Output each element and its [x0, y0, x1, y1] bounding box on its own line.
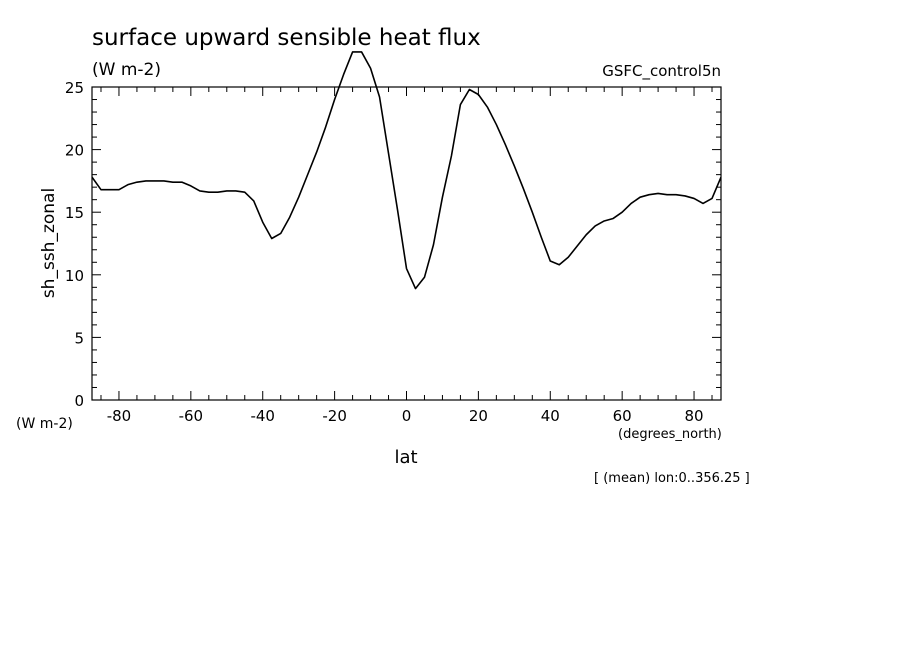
y-tick-label: 5 — [74, 329, 84, 347]
y-axis-units: (W m-2) — [16, 416, 73, 432]
x-tick-label: 60 — [613, 407, 632, 425]
y-axis-label: sh_ssh_zonal — [39, 188, 59, 298]
x-tick-label: -20 — [322, 407, 347, 425]
y-tick-label: 15 — [65, 204, 84, 222]
y-tick-label: 25 — [65, 79, 84, 97]
x-axis-units: (degrees_north) — [618, 427, 722, 442]
x-tick-label: -60 — [179, 407, 204, 425]
x-tick-label: -80 — [107, 407, 132, 425]
x-tick-label: -40 — [250, 407, 275, 425]
y-tick-label: 0 — [74, 392, 84, 410]
run-label: GSFC_control5n — [602, 62, 721, 81]
x-tick-label: 20 — [469, 407, 488, 425]
y-tick-label: 20 — [65, 142, 84, 160]
x-axis-ticks: -80 -60 -40 -20 0 20 40 60 80 — [100, 87, 713, 425]
y-axis-ticks: 0 5 10 15 20 25 — [65, 79, 721, 410]
x-axis-label: lat — [394, 447, 417, 468]
y-tick-label: 10 — [65, 267, 84, 285]
x-tick-label: 80 — [684, 407, 703, 425]
x-tick-label: 40 — [541, 407, 560, 425]
series-line — [92, 51, 721, 290]
footnote: [ (mean) lon:0..356.25 ] — [594, 471, 750, 486]
x-tick-label: 0 — [402, 407, 412, 425]
chart-subtitle: (W m-2) — [92, 60, 161, 80]
plot-frame — [91, 86, 722, 401]
chart-title: surface upward sensible heat flux — [92, 25, 481, 51]
